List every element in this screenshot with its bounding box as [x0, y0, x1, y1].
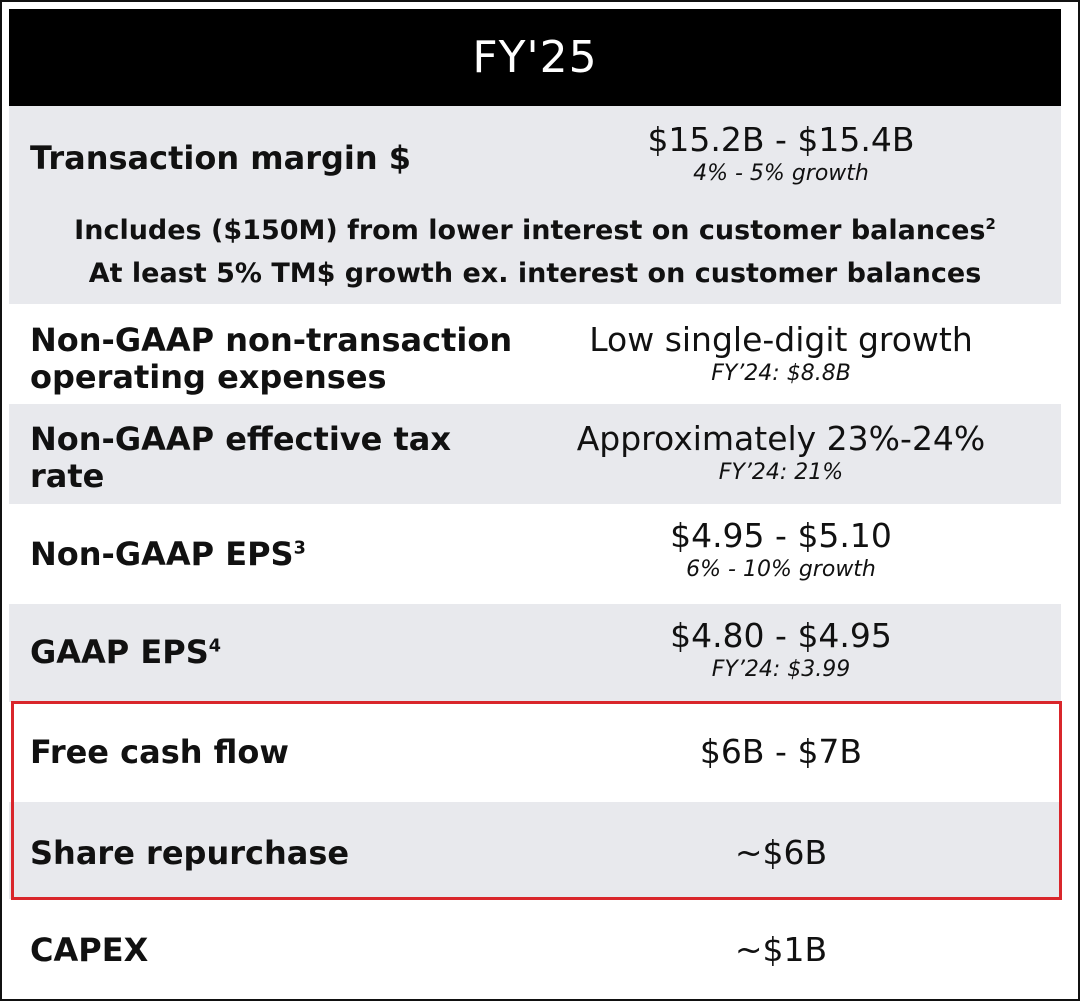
row-subvalue: 4% - 5% growth — [693, 161, 869, 186]
row-value-block: $15.2B - $15.4B 4% - 5% growth — [507, 120, 1055, 188]
row-label: Non-GAAP non-transaction operating expen… — [30, 321, 513, 396]
row-label: Non-GAAP effective tax rate — [30, 420, 452, 495]
row-value-block: $4.95 - $5.10 6% - 10% growth — [507, 516, 1055, 584]
row-label: Free cash flow — [30, 733, 289, 771]
row-transaction-margin: Transaction margin $ $15.2B - $15.4B 4% … — [9, 106, 1061, 304]
row-value: Low single-digit growth — [589, 320, 973, 359]
row-label: Non-GAAP EPS3 — [30, 535, 306, 573]
row-value: $4.80 - $4.95 — [670, 616, 892, 655]
footnote-marker: 2 — [985, 215, 996, 233]
row-free-cash-flow: Free cash flow $6B - $7B — [9, 702, 1061, 802]
footnote-marker: 4 — [208, 636, 221, 657]
row-value: $4.95 - $5.10 — [670, 516, 892, 555]
row-nongaap-eps: Non-GAAP EPS3 $4.95 - $5.10 6% - 10% gro… — [9, 504, 1061, 604]
row-opex: Non-GAAP non-transaction operating expen… — [9, 304, 1061, 404]
row-value: $6B - $7B — [699, 732, 863, 771]
row-value: ~$6B — [734, 833, 828, 872]
table-header: FY'25 — [9, 9, 1061, 106]
row-share-repurchase: Share repurchase ~$6B — [9, 802, 1061, 899]
row-subvalue: 6% - 10% growth — [686, 557, 876, 582]
row-capex: CAPEX ~$1B — [9, 899, 1061, 991]
row-label: CAPEX — [30, 931, 149, 969]
footnote-marker: 3 — [293, 538, 306, 559]
header-title: FY'25 — [472, 32, 598, 83]
row-value-block: Approximately 23%-24% FY’24: 21% — [507, 419, 1055, 487]
row-label: Transaction margin $ — [30, 139, 412, 177]
row-value: $15.2B - $15.4B — [647, 120, 915, 159]
row-value: Approximately 23%-24% — [576, 419, 986, 458]
row-value: ~$1B — [734, 930, 828, 969]
row-note-2: At least 5% TM$ growth ex. interest on c… — [88, 258, 982, 289]
row-label: GAAP EPS4 — [30, 633, 221, 671]
row-subvalue: FY’24: 21% — [718, 460, 844, 485]
row-gaap-eps: GAAP EPS4 $4.80 - $4.95 FY’24: $3.99 — [9, 604, 1061, 702]
row-note-1: Includes ($150M) from lower interest on … — [74, 215, 996, 246]
row-value-block: $4.80 - $4.95 FY’24: $3.99 — [507, 616, 1055, 684]
row-subvalue: FY’24: $3.99 — [711, 657, 851, 682]
row-tax-rate: Non-GAAP effective tax rate Approximatel… — [9, 404, 1061, 504]
row-label: Share repurchase — [30, 834, 350, 872]
row-subvalue: FY’24: $8.8B — [711, 361, 851, 386]
row-value-block: Low single-digit growth FY’24: $8.8B — [507, 320, 1055, 388]
